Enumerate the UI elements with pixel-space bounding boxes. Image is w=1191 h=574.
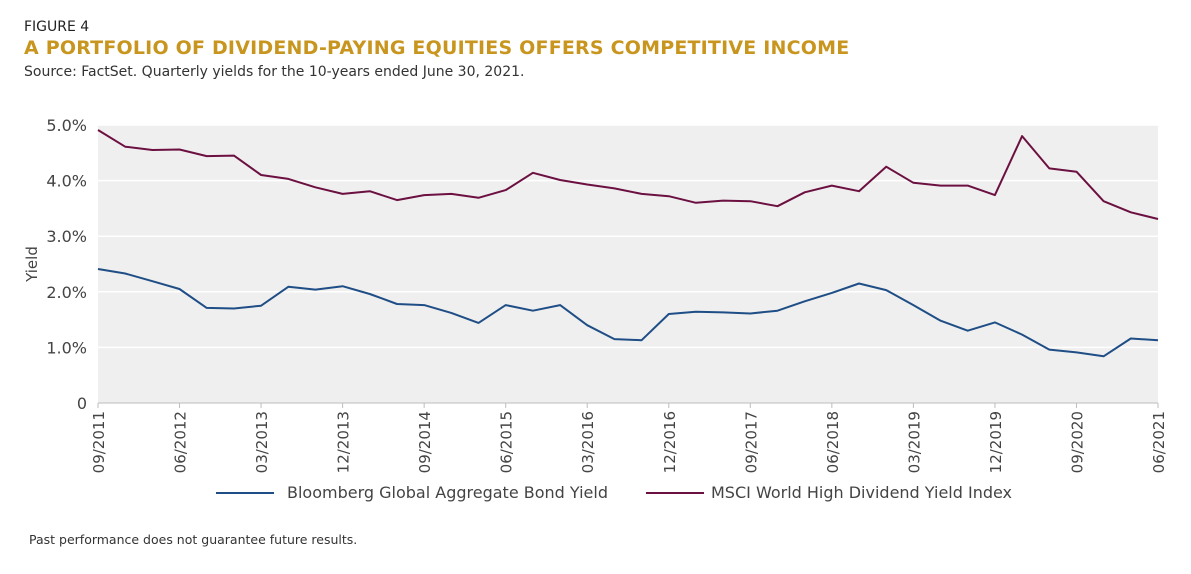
legend-label: MSCI World High Dividend Yield Index: [711, 483, 1012, 502]
x-tick-label: 12/2016: [661, 411, 679, 473]
legend-label: Bloomberg Global Aggregate Bond Yield: [287, 483, 608, 502]
y-tick-label: 5.0%: [46, 116, 87, 135]
x-tick-label: 06/2015: [498, 411, 516, 473]
figure-label: FIGURE 4: [24, 19, 90, 35]
y-tick-label: 0: [77, 394, 87, 413]
y-tick-label: 3.0%: [46, 227, 87, 246]
x-tick-label: 03/2016: [579, 411, 597, 473]
series-line-bond-yield: [97, 268, 1159, 358]
series-line-msci-dividend-yield: [97, 129, 1159, 220]
footnote: Past performance does not guarantee futu…: [29, 532, 358, 547]
x-tick-label: 12/2019: [987, 411, 1005, 473]
x-tick-label: 09/2011: [90, 411, 108, 473]
x-tick-label: 06/2012: [172, 411, 190, 473]
x-tick-label: 09/2020: [1068, 411, 1086, 473]
x-tick-label: 12/2013: [335, 411, 353, 473]
chart-subtitle: Source: FactSet. Quarterly yields for th…: [24, 64, 525, 80]
x-tick-label: 03/2019: [905, 411, 923, 473]
y-tick-label: 1.0%: [46, 338, 87, 357]
x-tick-label: 06/2018: [824, 411, 842, 473]
x-tick-label: 06/2021: [1150, 411, 1168, 473]
chart-title: A PORTFOLIO OF DIVIDEND-PAYING EQUITIES …: [24, 37, 850, 59]
plot-area: [98, 125, 1158, 403]
x-tick-label: 03/2013: [253, 411, 271, 473]
x-tick-label: 09/2017: [742, 411, 760, 473]
y-tick-label: 2.0%: [46, 283, 87, 302]
x-tick-label: 09/2014: [416, 411, 434, 473]
y-axis-label: Yield: [23, 246, 41, 283]
y-tick-label: 4.0%: [46, 172, 87, 191]
